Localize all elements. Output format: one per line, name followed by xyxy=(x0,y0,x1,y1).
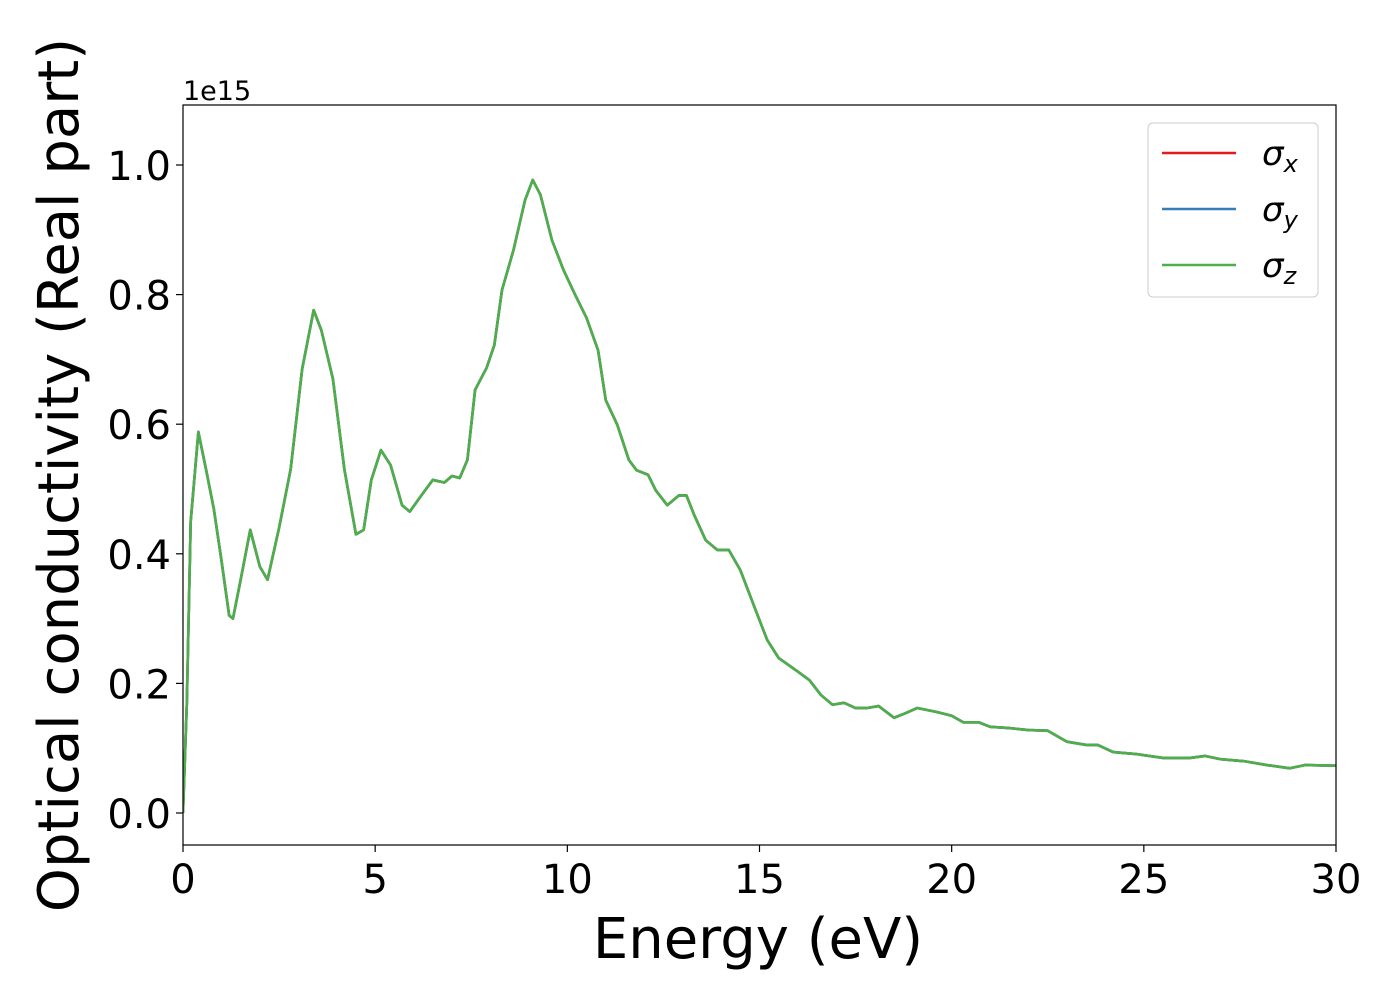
y-tick-label: 0.6 xyxy=(107,403,171,449)
legend-label: σz xyxy=(1262,246,1298,290)
y-tick-label: 1.0 xyxy=(107,144,171,190)
y-tick-label: 0.2 xyxy=(107,662,171,708)
x-tick-label: 30 xyxy=(1311,857,1362,903)
legend-label: σx xyxy=(1262,134,1299,178)
x-tick-label: 15 xyxy=(734,857,785,903)
legend-label: σy xyxy=(1262,190,1299,234)
x-tick-label: 5 xyxy=(362,857,387,903)
series-line xyxy=(183,178,1336,814)
x-tick-label: 25 xyxy=(1118,857,1169,903)
y-tick-label: 0.8 xyxy=(107,274,171,320)
x-tick-label: 0 xyxy=(170,857,195,903)
plot-area xyxy=(183,178,1336,814)
y-tick-label: 0.0 xyxy=(107,792,171,838)
x-tick-label: 20 xyxy=(926,857,977,903)
x-tick-label: 10 xyxy=(542,857,593,903)
y-offset-label: 1e15 xyxy=(183,76,251,107)
y-axis-label: Optical conductivity (Real part) xyxy=(27,38,92,912)
x-axis-label: Energy (eV) xyxy=(593,907,923,972)
y-tick-label: 0.4 xyxy=(107,533,171,579)
axes-frame xyxy=(182,104,1337,846)
